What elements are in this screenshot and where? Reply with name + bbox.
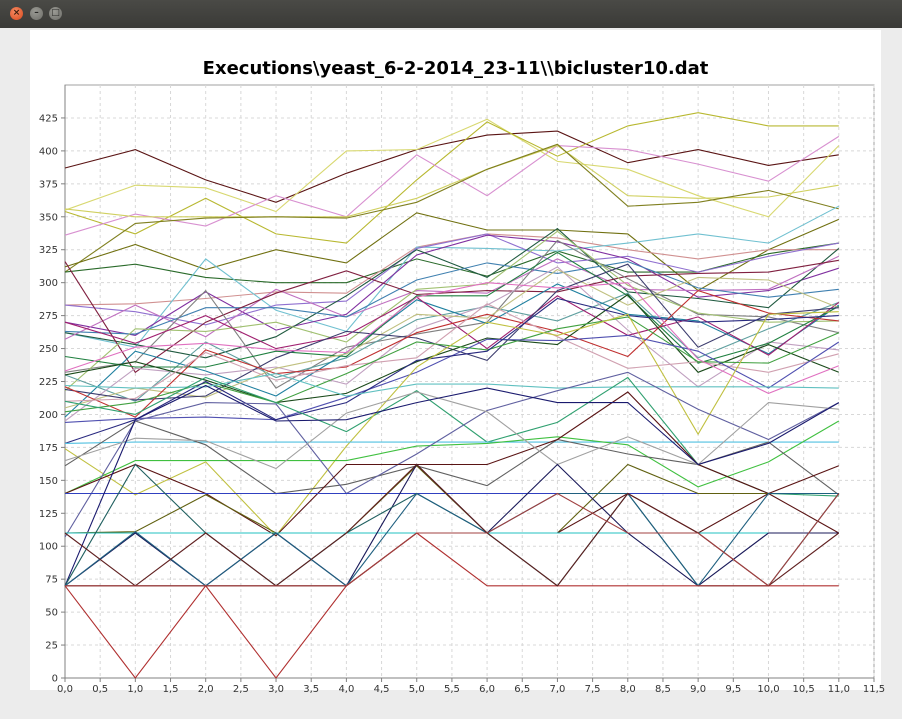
series-line [64, 441, 839, 444]
x-tick-label: 0,5 [92, 684, 108, 695]
y-tick-label: 200 [39, 410, 58, 421]
series-line [64, 391, 840, 537]
y-tick-label: 350 [39, 212, 58, 223]
x-tick-label: 9,0 [690, 684, 706, 695]
series-line [64, 251, 840, 368]
series-line [64, 373, 839, 397]
y-tick-label: 25 [45, 641, 58, 652]
series-line [64, 233, 839, 326]
y-tick-label: 400 [39, 146, 58, 157]
series-line [64, 292, 839, 402]
series-line [64, 118, 840, 218]
x-tick-label: 8,0 [620, 684, 636, 695]
x-tick-label: 11,0 [828, 684, 850, 695]
y-tick-label: 225 [39, 377, 58, 388]
series-line [64, 295, 840, 356]
series-line [64, 420, 840, 494]
series-line [64, 261, 839, 335]
x-tick-label: 0,0 [57, 684, 73, 695]
x-tick-label: 3,0 [268, 684, 284, 695]
series-line [64, 282, 840, 395]
y-tick-label: 75 [45, 575, 58, 586]
series-line [64, 130, 839, 203]
series-line [65, 492, 840, 587]
x-tick-label: 2,0 [198, 684, 214, 695]
series-line [64, 112, 839, 244]
y-tick-label: 175 [39, 443, 58, 454]
x-tick-label: 10,0 [757, 684, 779, 695]
x-tick-label: 7,5 [585, 684, 601, 695]
chart-title: Executions\yeast_6-2-2014_23-11\\biclust… [202, 58, 709, 79]
close-window-button[interactable]: × [10, 7, 23, 20]
series-line [64, 230, 839, 392]
series-line [64, 268, 840, 409]
series-line [64, 266, 839, 422]
x-tick-label: 3,5 [303, 684, 319, 695]
y-tick-label: 425 [39, 113, 58, 124]
window-titlebar: × – □ [0, 0, 902, 28]
series-line [64, 143, 839, 273]
series-line [64, 316, 840, 413]
series-line [64, 263, 839, 401]
y-tick-label: 150 [39, 476, 58, 487]
series-line [64, 293, 840, 404]
y-tick-label: 325 [39, 245, 58, 256]
series-line [64, 205, 840, 348]
y-tick-label: 275 [39, 311, 58, 322]
x-tick-label: 6,5 [514, 684, 530, 695]
minimize-window-button[interactable]: – [30, 7, 43, 20]
series-line [64, 303, 839, 402]
x-tick-label: 7,0 [549, 684, 565, 695]
x-tick-label: 1,5 [163, 684, 179, 695]
series-line [64, 212, 840, 292]
series-line [64, 391, 839, 470]
series-line [64, 289, 839, 418]
y-tick-label: 250 [39, 344, 58, 355]
series-line [64, 384, 840, 587]
series-line [64, 532, 839, 679]
series-line [64, 227, 840, 359]
x-tick-label: 8,5 [655, 684, 671, 695]
x-tick-label: 10,5 [793, 684, 815, 695]
x-tick-label: 1,0 [127, 684, 143, 695]
x-tick-label: 11,5 [863, 684, 885, 695]
y-tick-label: 100 [39, 542, 58, 553]
y-tick-label: 50 [45, 608, 58, 619]
x-tick-label: 2,5 [233, 684, 249, 695]
series-line [64, 371, 840, 538]
series-line [64, 297, 839, 444]
x-tick-label: 9,5 [725, 684, 741, 695]
series-line [64, 135, 840, 236]
maximize-window-button[interactable]: □ [49, 7, 62, 20]
series-line [64, 283, 840, 418]
x-tick-label: 4,0 [338, 684, 354, 695]
y-tick-label: 300 [39, 278, 58, 289]
series-line [64, 492, 839, 587]
x-tick-label: 6,0 [479, 684, 495, 695]
y-tick-label: 0 [52, 674, 58, 685]
series-line [64, 234, 839, 336]
x-tick-label: 5,0 [409, 684, 425, 695]
y-tick-label: 375 [39, 179, 58, 190]
y-tick-label: 125 [39, 509, 58, 520]
x-tick-label: 4,5 [374, 684, 390, 695]
series-line [64, 144, 839, 218]
x-tick-label: 5,5 [444, 684, 460, 695]
